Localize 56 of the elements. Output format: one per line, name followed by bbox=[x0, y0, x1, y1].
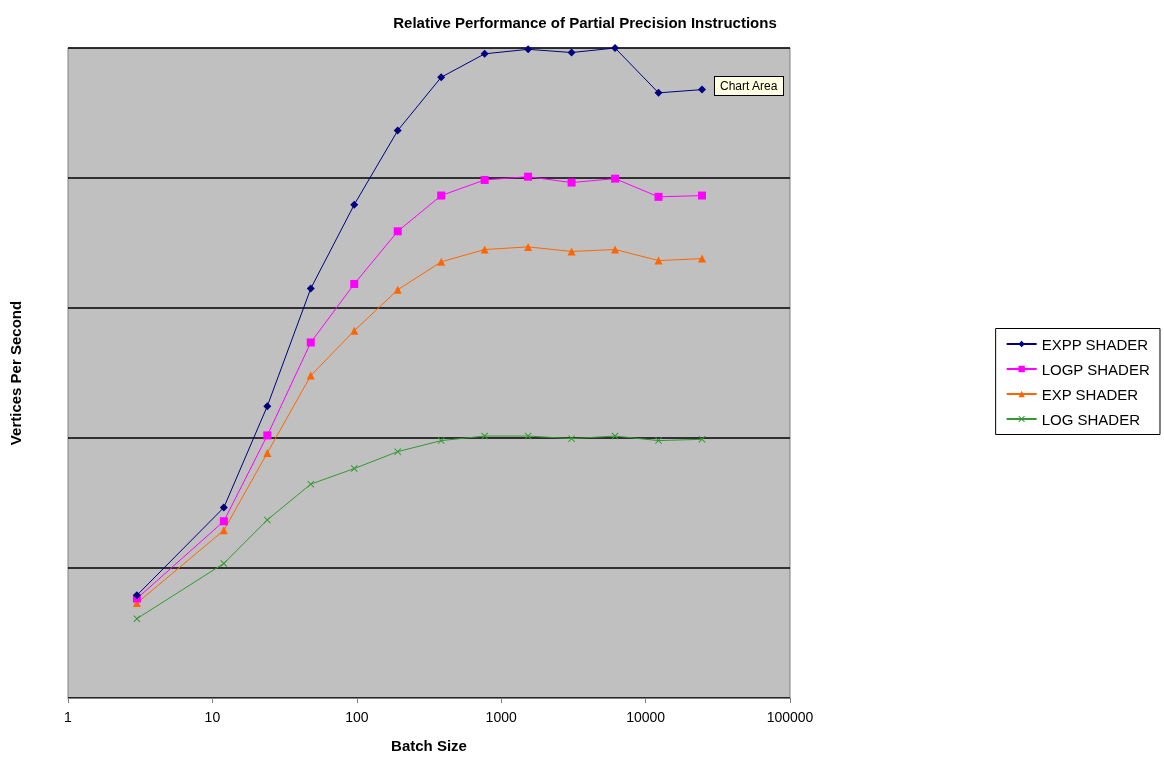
point bbox=[697, 85, 706, 94]
point bbox=[524, 172, 533, 181]
point bbox=[437, 73, 446, 82]
point bbox=[394, 448, 402, 456]
point bbox=[480, 245, 489, 254]
point bbox=[350, 326, 359, 335]
point bbox=[697, 254, 706, 263]
point bbox=[567, 48, 576, 57]
x-tick-label: 10000 bbox=[626, 709, 666, 725]
annotation: Chart Area bbox=[719, 79, 778, 93]
x-tick-label: 100000 bbox=[766, 709, 814, 725]
point bbox=[350, 465, 358, 473]
point bbox=[437, 437, 445, 445]
point bbox=[437, 191, 446, 200]
point bbox=[611, 245, 620, 254]
point bbox=[263, 402, 272, 411]
point bbox=[219, 503, 228, 512]
point bbox=[480, 175, 489, 184]
point bbox=[263, 431, 272, 440]
legend-label: LOGP SHADER bbox=[1041, 360, 1150, 378]
point bbox=[480, 49, 489, 58]
legend-label: EXP SHADER bbox=[1041, 385, 1139, 403]
point bbox=[611, 174, 620, 183]
point bbox=[307, 480, 315, 488]
point bbox=[481, 432, 489, 440]
x-tick-label: 1 bbox=[64, 709, 73, 725]
point bbox=[263, 448, 272, 457]
point bbox=[306, 284, 315, 293]
point bbox=[697, 191, 706, 200]
point bbox=[654, 88, 663, 97]
point bbox=[393, 285, 402, 294]
point bbox=[220, 559, 228, 567]
point bbox=[263, 516, 271, 524]
point bbox=[524, 242, 533, 251]
point bbox=[306, 371, 315, 380]
y-axis-title: Vertices Per Second bbox=[7, 300, 24, 446]
point bbox=[393, 126, 402, 135]
point bbox=[698, 435, 706, 443]
point bbox=[306, 338, 315, 347]
x-tick-label: 100 bbox=[345, 709, 369, 725]
point bbox=[219, 517, 228, 526]
point bbox=[393, 227, 402, 236]
point bbox=[611, 44, 620, 52]
point bbox=[437, 257, 446, 266]
x-tick-label: 1000 bbox=[485, 709, 517, 725]
legend-label: LOG SHADER bbox=[1041, 410, 1141, 428]
point bbox=[654, 256, 663, 265]
point bbox=[567, 178, 576, 187]
point bbox=[350, 200, 359, 209]
x-axis-title: Batch Size bbox=[391, 737, 467, 754]
point bbox=[524, 45, 533, 54]
point bbox=[350, 279, 359, 288]
point bbox=[654, 192, 663, 201]
x-tick-label: 10 bbox=[204, 709, 221, 725]
chart-title: Relative Performance of Partial Precision Instructions bbox=[393, 14, 777, 31]
legend-label: EXPP SHADER bbox=[1041, 335, 1149, 353]
